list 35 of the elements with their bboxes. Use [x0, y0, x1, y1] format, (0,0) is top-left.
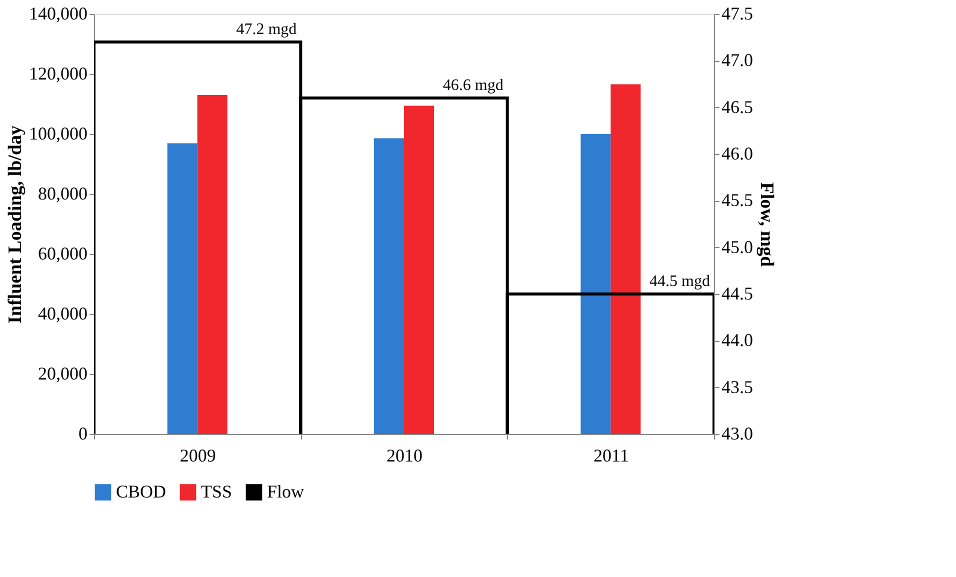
- y-tick-label: 80,000: [38, 184, 88, 204]
- y2-tick-label: 45.5: [722, 190, 753, 210]
- y2-tick-label: 47.5: [722, 4, 753, 24]
- y-tick-label: 0: [78, 424, 88, 444]
- y2-tick-label: 44.5: [722, 284, 753, 304]
- x-tick-label: 2010: [386, 446, 422, 466]
- bar: [404, 106, 434, 434]
- y2-tick-label: 43.5: [722, 376, 753, 397]
- data-label: 44.5 mgd: [650, 273, 710, 290]
- bar: [197, 95, 228, 434]
- data-label: 46.6 mgd: [442, 77, 504, 94]
- y-tick-label: 120,000: [29, 64, 88, 84]
- bar: [374, 138, 404, 434]
- y-axis-title: Influent Loading, lb/day: [5, 125, 26, 324]
- y-tick-label: 100,000: [29, 124, 88, 144]
- bar: [167, 143, 198, 434]
- bar: [580, 134, 611, 434]
- data-label: 47.2 mgd: [236, 21, 297, 38]
- y2-tick-label: 47.0: [722, 50, 753, 70]
- y-tick-label: 20,000: [38, 364, 88, 384]
- legend-label: Flow: [267, 481, 304, 502]
- y2-tick-label: 43.0: [722, 424, 753, 444]
- legend-label: TSS: [201, 481, 232, 502]
- y2-tick-label: 45.0: [722, 236, 753, 257]
- x-tick-label: 2009: [180, 446, 216, 466]
- y2-tick-label: 46.0: [722, 144, 753, 164]
- y-tick-label: 140,000: [29, 4, 88, 24]
- y2-tick-label: 44.0: [722, 330, 753, 350]
- legend-label: CBOD: [116, 481, 166, 502]
- y-tick-label: 60,000: [38, 244, 88, 264]
- bar: [610, 84, 641, 434]
- y2-tick-label: 46.5: [722, 96, 753, 117]
- y2-axis-title: Flow, mgd: [756, 182, 777, 268]
- x-tick-label: 2011: [593, 446, 629, 466]
- y-tick-label: 40,000: [38, 304, 88, 324]
